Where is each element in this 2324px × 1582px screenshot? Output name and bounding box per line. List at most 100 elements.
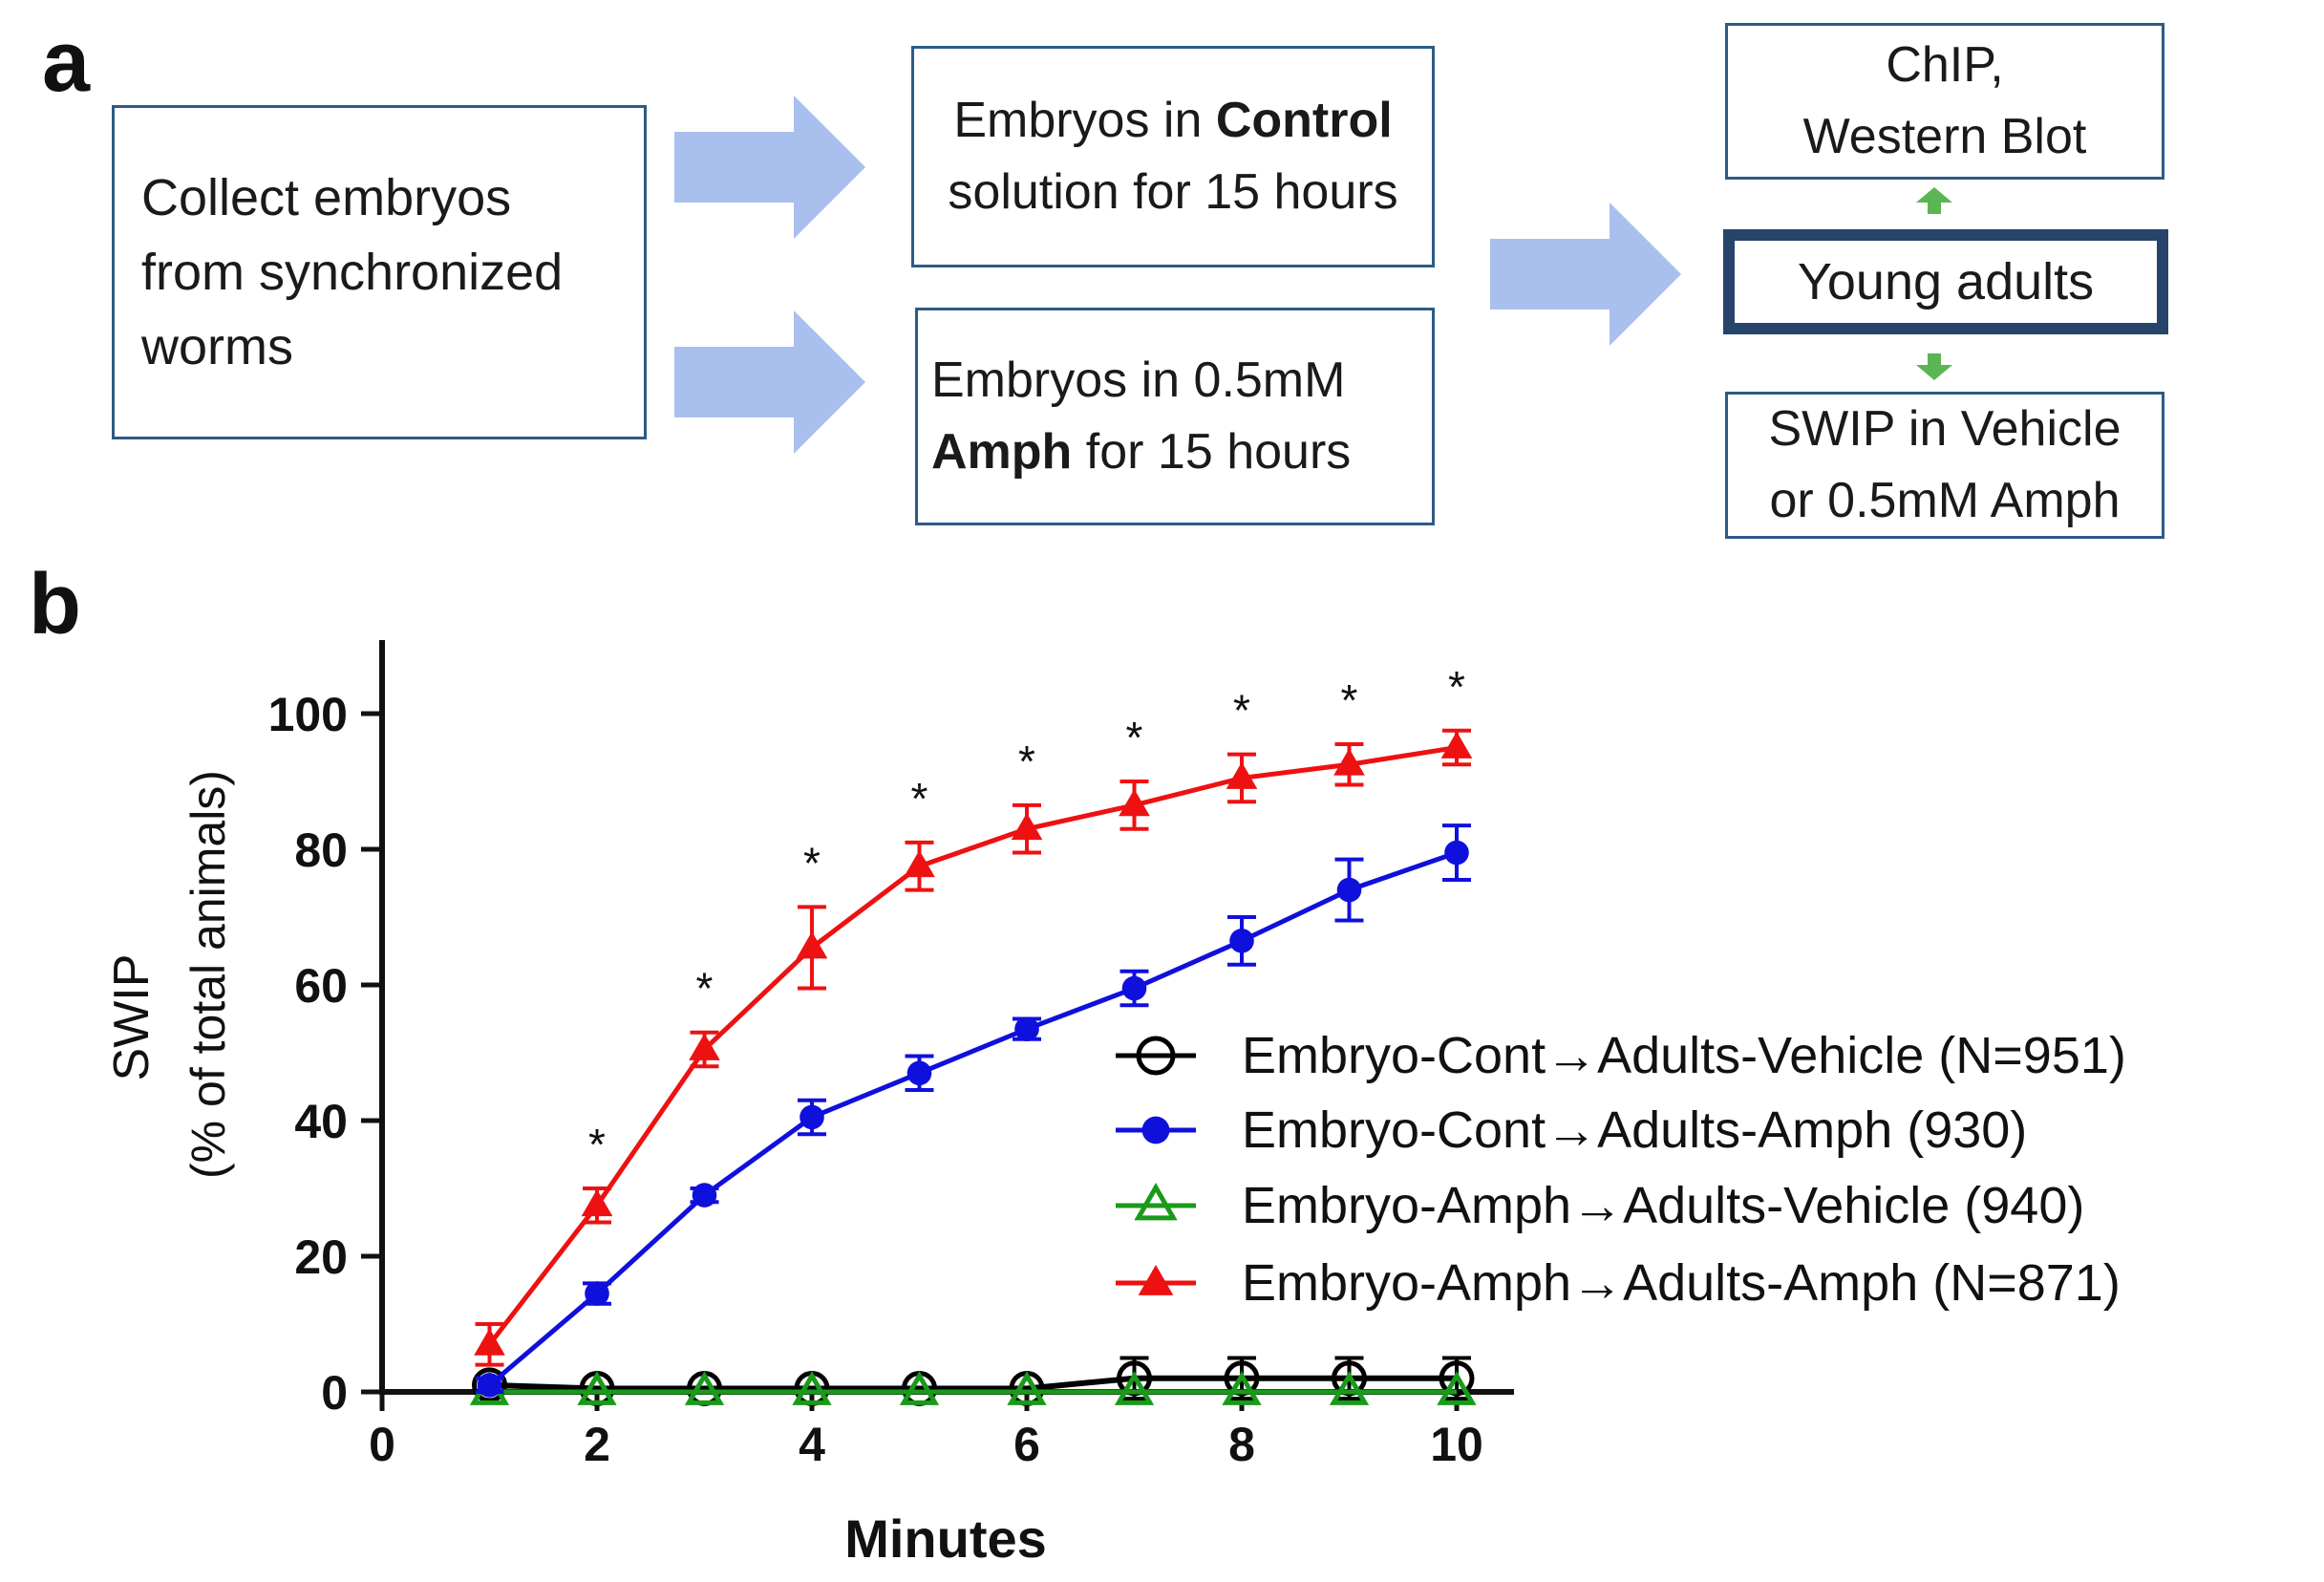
y-axis-title-line-2: (% of total animals) <box>181 770 235 1179</box>
data-point <box>1138 1265 1174 1295</box>
legend-entry: Embryo-Amph→Adults-Vehicle (940) <box>1116 1177 2084 1234</box>
data-point <box>792 1371 832 1405</box>
series-2 <box>475 823 1471 1398</box>
data-point <box>1121 975 1147 1001</box>
data-point <box>472 1367 507 1403</box>
y-tick-label: 80 <box>294 823 348 877</box>
data-point <box>474 1328 505 1356</box>
data-point <box>906 1060 932 1086</box>
down-arrow-icon <box>1916 353 1952 380</box>
series-3 <box>469 1371 1477 1405</box>
y-tick-label: 100 <box>268 688 348 741</box>
legend-entry: Embryo-Amph→Adults-Amph (N=871) <box>1116 1254 2121 1312</box>
young-adults-box: Young adults <box>1723 229 2168 334</box>
collect-line-1: Collect embryos <box>141 168 512 226</box>
plot-area: 0 20 40 60 80 100 0 2 4 6 8 10 * * * * * * * * * <box>268 640 1514 1471</box>
amph-line-2: Amph for 15 hours <box>931 417 1432 488</box>
control-embryos-box: Embryos in Control solution for 15 hours <box>911 46 1435 267</box>
data-point <box>1114 1371 1155 1405</box>
chart-legend: Embryo-Cont→Adults-Vehicle (N=951) Embryo… <box>1116 1027 2126 1312</box>
data-point <box>1134 1183 1178 1221</box>
y-tick-label: 20 <box>294 1230 348 1284</box>
data-point <box>1136 1036 1176 1076</box>
significance-asterisk: * <box>1233 686 1250 736</box>
swip-box: SWIP in Vehicle or 0.5mM Amph <box>1725 392 2164 539</box>
data-point <box>1333 748 1365 776</box>
legend-label: Embryo-Amph→Adults-Amph (N=871) <box>1242 1254 2121 1312</box>
data-point <box>800 1104 824 1130</box>
x-tick-label: 10 <box>1430 1418 1483 1471</box>
significance-asterisk: * <box>588 1120 606 1169</box>
data-point <box>1329 1371 1370 1405</box>
y-tick-label: 0 <box>321 1366 348 1420</box>
x-tick-label: 8 <box>1228 1418 1255 1471</box>
legend-entry: Embryo-Cont→Adults-Amph (930) <box>1116 1101 2027 1159</box>
data-point <box>904 849 935 878</box>
amph-line-1: Embryos in 0.5mM <box>931 352 1346 408</box>
significance-asterisk: * <box>696 964 714 1014</box>
young-adults-label: Young adults <box>1797 252 2095 310</box>
x-axis-title: Minutes <box>844 1508 1047 1569</box>
arrow-to-amph-icon <box>674 310 865 454</box>
data-point <box>577 1371 617 1405</box>
data-point <box>1226 761 1258 789</box>
y-tick-label: 40 <box>294 1095 348 1148</box>
data-point <box>689 1033 720 1060</box>
legend-entry: Embryo-Cont→Adults-Vehicle (N=951) <box>1116 1027 2126 1084</box>
legend-label: Embryo-Cont→Adults-Amph (930) <box>1242 1101 2027 1159</box>
data-point <box>1229 929 1254 953</box>
amph-line-2-text: for 15 hours <box>1072 424 1352 480</box>
series-1 <box>472 1356 1475 1406</box>
arrow-to-young-adults-icon <box>1490 203 1681 346</box>
series-line <box>487 745 1458 1346</box>
panel-a-label: a <box>42 14 91 110</box>
collect-line-2: from synchronized <box>141 243 564 301</box>
assays-line-1: ChIP, <box>1886 36 2004 93</box>
control-line-2: solution for 15 hours <box>948 164 1398 220</box>
significance-asterisk: * <box>1448 662 1465 712</box>
control-line-1-text: Embryos in <box>953 92 1216 148</box>
data-point <box>1222 1371 1262 1405</box>
collect-line-3: worms <box>141 318 293 376</box>
swip-line-1: SWIP in Vehicle <box>1768 400 2121 457</box>
arrow-to-control-icon <box>674 96 865 239</box>
data-point <box>585 1281 609 1306</box>
significance-asterisk: * <box>911 774 928 823</box>
significance-asterisk: * <box>1341 675 1358 725</box>
assays-line-2: Western Blot <box>1802 109 2087 164</box>
y-axis-title: SWIP (% of total animals) <box>104 770 235 1179</box>
up-arrow-icon <box>1916 187 1952 214</box>
series-line <box>487 850 1458 1387</box>
control-line-1: Embryos in Control <box>953 85 1392 157</box>
data-point <box>899 1371 940 1405</box>
collect-embryos-box: Collect embryos from synchronized worms <box>112 105 647 439</box>
amph-bold-label: Amph <box>931 424 1073 480</box>
assays-box: ChIP, Western Blot <box>1725 23 2164 180</box>
control-bold-label: Control <box>1215 92 1393 148</box>
data-point <box>1007 1371 1047 1405</box>
y-axis-title-line-1: SWIP <box>104 954 160 1081</box>
x-tick-label: 0 <box>369 1418 395 1471</box>
legend-label: Embryo-Amph→Adults-Vehicle (940) <box>1242 1177 2084 1234</box>
swip-line-2: or 0.5mM Amph <box>1769 473 2121 528</box>
significance-asterisk: * <box>1018 737 1035 786</box>
data-point <box>796 931 828 959</box>
amph-embryos-box: Embryos in 0.5mM Amph for 15 hours <box>915 308 1435 525</box>
x-tick-label: 2 <box>584 1418 610 1471</box>
data-point <box>692 1183 717 1208</box>
x-tick-label: 4 <box>799 1418 825 1471</box>
data-point <box>1437 1371 1477 1405</box>
data-point <box>581 1188 613 1217</box>
significance-asterisk: * <box>1126 713 1143 762</box>
legend-label: Embryo-Cont→Adults-Vehicle (N=951) <box>1242 1027 2126 1084</box>
panel-b-label: b <box>29 557 81 652</box>
data-point <box>1011 812 1043 841</box>
x-tick-label: 6 <box>1013 1418 1040 1471</box>
data-point <box>1014 1016 1039 1041</box>
data-point <box>1336 877 1362 903</box>
series-4 <box>474 728 1473 1367</box>
data-point <box>477 1373 502 1398</box>
series-line <box>489 1375 1457 1392</box>
data-point <box>684 1371 725 1405</box>
